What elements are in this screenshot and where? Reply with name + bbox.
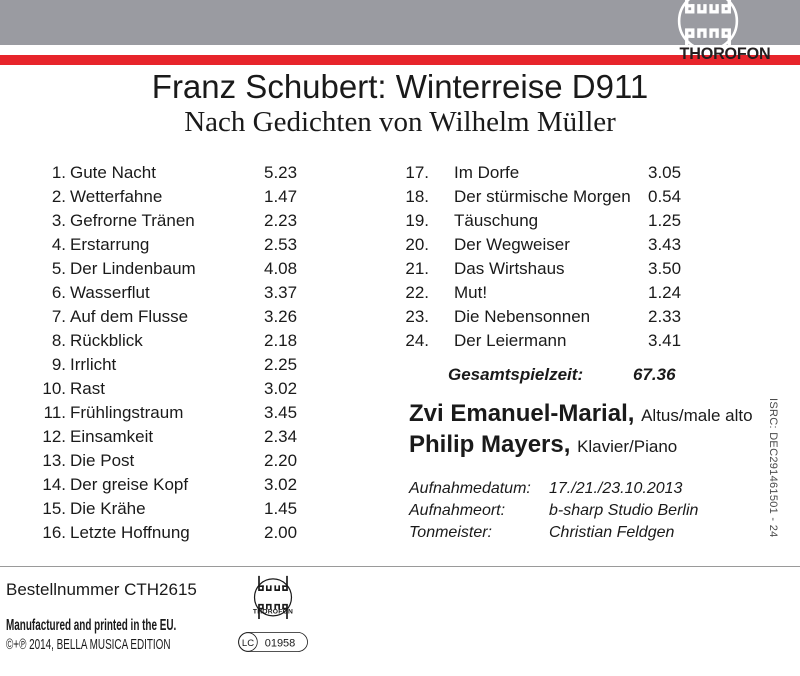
svg-text:THOROFON: THOROFON: [253, 609, 293, 616]
svg-text:LC: LC: [242, 638, 254, 649]
svg-text:01958: 01958: [265, 638, 296, 650]
